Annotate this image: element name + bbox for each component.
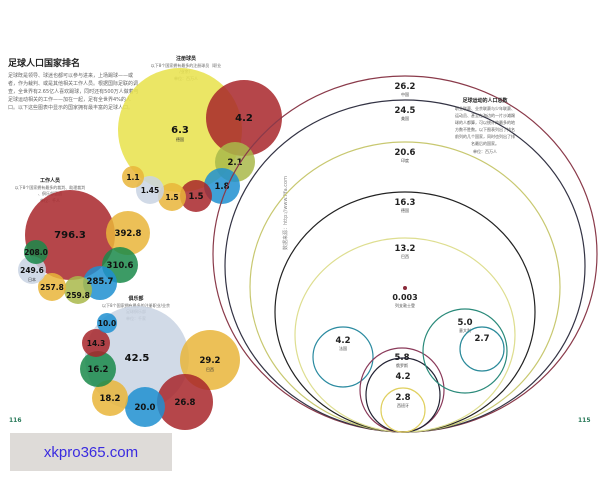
bubble-value: 26.8: [175, 398, 196, 408]
nested-circle-10: [422, 308, 508, 394]
watermark-text: xkpro365.com: [43, 443, 139, 461]
bubble-0-5: [158, 183, 186, 211]
chart-subtitle: 以下8个国家拥有最多的注册球员（职业: [151, 62, 222, 68]
chart-title: 工作人员: [40, 177, 60, 184]
bubble-1-0: [25, 190, 115, 280]
bubble-value: 1.5: [188, 192, 203, 202]
bubble-label: 德国: [176, 136, 184, 142]
circle-value: 13.2: [395, 244, 416, 254]
circle-label: 巴西: [401, 254, 409, 259]
circle-label: 美国: [401, 115, 409, 121]
chart-unit: 单位：百万人: [473, 148, 497, 154]
page-title: 足球人口国家排名: [8, 59, 81, 69]
chart-subtitle-line: 名最后的国家。: [471, 140, 499, 146]
bubble-value: 4.2: [235, 113, 253, 124]
bubble-0-7: [122, 166, 144, 188]
chart-subtitle-line: 运动员、甚至在海边的一片沙滩踢: [455, 112, 515, 118]
bubble-0-3: [204, 168, 240, 204]
chart-title: 注册球员: [176, 55, 196, 62]
bubble-label: 日本: [28, 276, 36, 282]
bubble-1-1: [106, 211, 150, 255]
bubble-value: 249.6: [20, 266, 44, 275]
chart-title: 俱乐部: [127, 295, 143, 302]
circle-label: 列支敦士登: [395, 302, 415, 308]
bubble-value: 6.3: [171, 125, 189, 136]
circle-label: 德国: [401, 207, 409, 213]
bubble-value: 2.1: [227, 158, 242, 168]
bubble-2-2: [157, 374, 213, 430]
circle-value: 4.2: [335, 336, 350, 346]
circle-label: 俄罗斯: [396, 362, 408, 368]
bubble-value: 18.2: [100, 394, 121, 404]
chart-subtitle: 以下8个国家拥有最多的注册职业/业余: [102, 302, 170, 308]
bubble-value: 14.3: [87, 339, 106, 348]
chart-subtitle: 以下8个国家拥有最多的裁判、助理裁判: [15, 184, 86, 190]
bubble-0-4: [180, 180, 212, 212]
bubble-value: 796.3: [54, 230, 86, 241]
chart-subtitle-line: 球的人都算，可以统计的最多的地: [455, 119, 515, 125]
bubble-value: 29.2: [200, 356, 221, 366]
circle-value: 20.6: [395, 148, 416, 158]
bubble-value: 285.7: [87, 277, 114, 287]
nested-circle-9: [380, 387, 426, 433]
bubble-2-1: [180, 330, 240, 390]
circle-value: 5.0: [457, 318, 472, 328]
chart-subtitle-line: 职业联赛、业余联赛与少年联赛、: [455, 105, 515, 111]
circle-value: 26.2: [395, 82, 416, 92]
bubble-value: 1.1: [126, 173, 139, 182]
bubble-2-3: [125, 387, 165, 427]
chart-title: 足球运动的人口总数: [462, 97, 508, 104]
bubble-label: 巴西: [206, 367, 214, 372]
bubble-value: 392.8: [115, 229, 142, 239]
bubble-value: 1.5: [165, 193, 178, 202]
watermark: xkpro365.com: [10, 433, 172, 471]
bubble-2-7: [97, 313, 117, 333]
circle-label: 西班牙: [397, 402, 409, 408]
circle-value: 2.8: [395, 393, 410, 403]
circle-value: 24.5: [395, 106, 416, 116]
intro-text: 足球既是领导、球迷也都可以参与进来，上场踢球——或者，作为裁判、或是其他相关工作…: [8, 73, 139, 111]
bubble-2-6: [82, 329, 110, 357]
bubble-0-0: [118, 68, 242, 192]
bubble-value: 259.8: [66, 291, 90, 300]
bubble-value: 10.0: [98, 319, 117, 328]
chart-subtitle-line: 方数不胜数。以下图表列出了排名: [455, 126, 515, 132]
circle-label: 意大利: [459, 327, 471, 333]
bubble-2-5: [80, 351, 116, 387]
circle-value: 0.003: [392, 293, 417, 302]
bubble-0-1: [206, 80, 282, 156]
page-number-right: 115: [578, 417, 591, 424]
bubble-value: 310.6: [107, 261, 134, 271]
bubble-value: 1.8: [214, 182, 229, 192]
circle-label: 印度: [401, 157, 409, 163]
bubble-1-4: [64, 276, 92, 304]
bubble-1-7: [24, 240, 48, 264]
bubble-value: 20.0: [135, 403, 156, 413]
bubble-value: 208.0: [24, 248, 48, 257]
nested-circle-6: [312, 326, 374, 388]
bubble-value: 16.2: [88, 365, 109, 375]
chart-subtitle-line: 前列的几个国家，同时也列出了排: [455, 133, 515, 139]
chart-subtitle-line2: 、俱乐部官员: [38, 190, 62, 196]
nested-circle-11: [459, 326, 505, 372]
page-number-left: 116: [9, 417, 22, 424]
bubble-value: 257.8: [40, 283, 64, 292]
bubble-2-4: [92, 380, 128, 416]
bubble-0-6: [136, 176, 164, 204]
dot-marker: [403, 286, 407, 290]
circle-label: 法国: [339, 345, 347, 351]
circle-label: 中国: [401, 91, 409, 97]
bubble-value: 1.45: [141, 186, 160, 195]
bubble-1-5: [38, 273, 66, 301]
bubble-value: 42.5: [125, 353, 150, 364]
circle-value: 4.2: [395, 372, 410, 382]
circle-value: 16.3: [395, 198, 416, 208]
circle-value: 2.7: [474, 334, 489, 344]
